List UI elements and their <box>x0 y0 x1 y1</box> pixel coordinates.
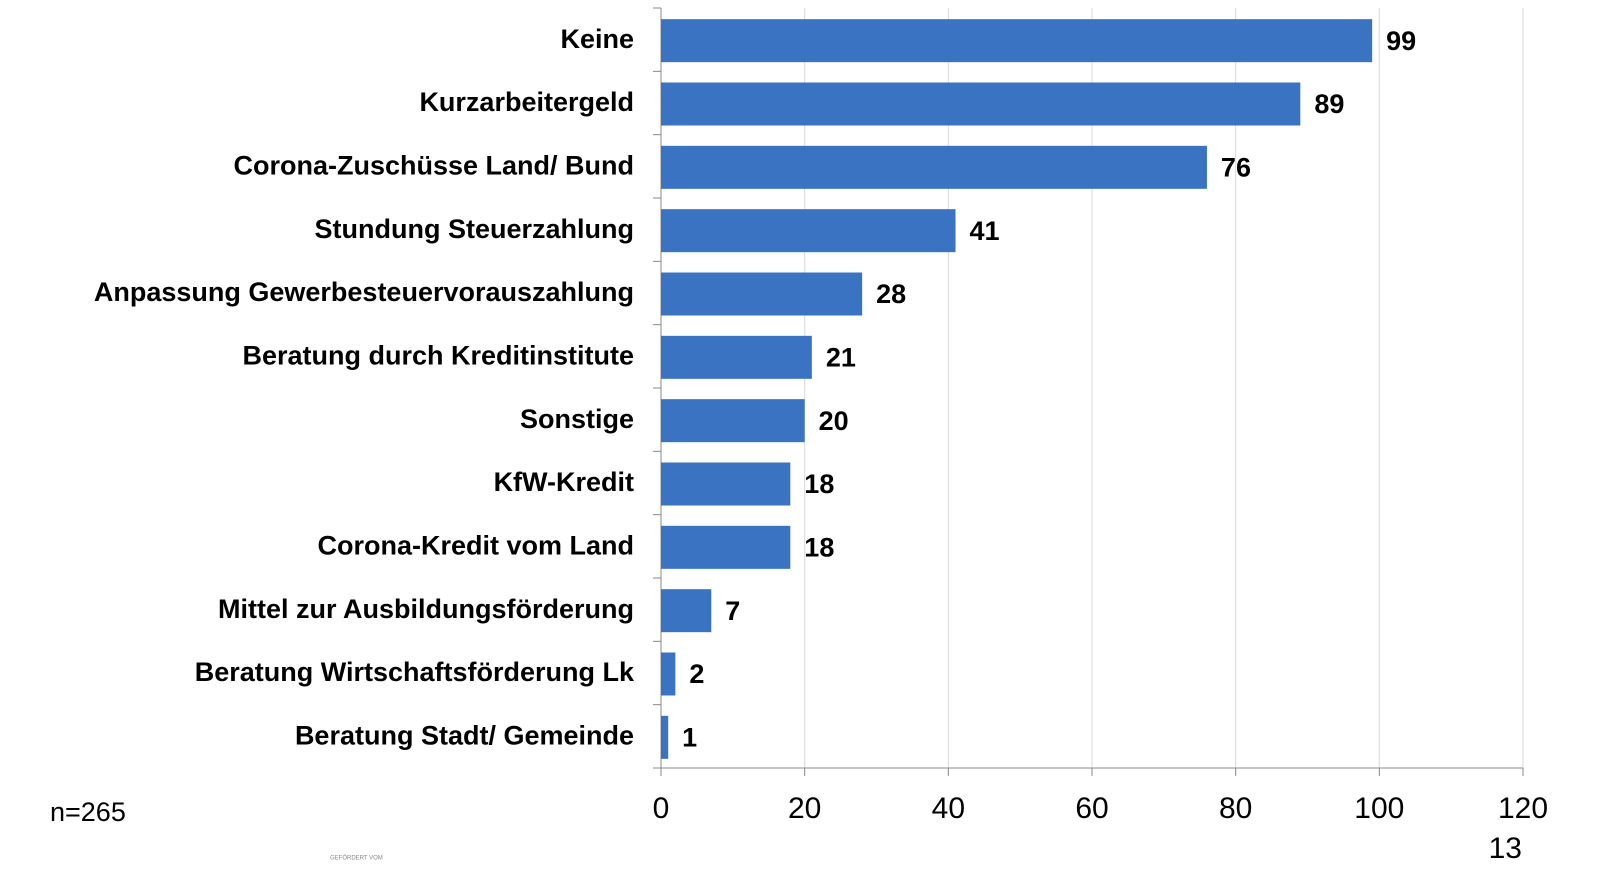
value-label: 76 <box>1221 152 1251 182</box>
x-tick-label: 40 <box>932 792 965 825</box>
sample-note: n=265 <box>50 797 126 827</box>
value-label: 18 <box>804 469 834 499</box>
bar <box>661 209 956 253</box>
value-label: 28 <box>876 279 906 309</box>
value-label: 2 <box>689 659 704 689</box>
value-label: 7 <box>725 596 740 626</box>
bar <box>661 145 1207 189</box>
bar <box>661 272 863 316</box>
bar <box>661 82 1301 126</box>
x-tick-label: 80 <box>1219 792 1252 825</box>
value-label: 41 <box>970 216 1000 246</box>
value-label: 18 <box>804 532 834 562</box>
bar <box>661 589 712 633</box>
x-tick-label: 0 <box>653 792 670 825</box>
category-label: Anpassung Gewerbesteuervorauszahlung <box>94 277 634 307</box>
category-label: KfW-Kredit <box>494 467 634 497</box>
category-label: Mittel zur Ausbildungsförderung <box>218 594 634 624</box>
category-label: Sonstige <box>520 404 634 434</box>
x-tick-label: 20 <box>788 792 821 825</box>
bar <box>661 19 1373 63</box>
value-label: 20 <box>819 406 849 436</box>
page-number: 13 <box>1489 832 1522 865</box>
category-label: Kurzarbeitergeld <box>419 87 634 117</box>
value-label: 21 <box>826 342 856 372</box>
category-label: Beratung Wirtschaftsförderung Lk <box>195 657 635 687</box>
bar <box>661 462 791 506</box>
category-label: Stundung Steuerzahlung <box>315 214 634 244</box>
value-label: 99 <box>1386 26 1416 56</box>
x-tick-label: 120 <box>1498 792 1548 825</box>
x-tick-label: 100 <box>1354 792 1404 825</box>
x-tick-label: 60 <box>1075 792 1108 825</box>
category-label: Beratung durch Kreditinstitute <box>242 340 634 370</box>
bar <box>661 525 791 569</box>
category-label: Keine <box>560 24 634 54</box>
bar <box>661 399 805 443</box>
category-label: Beratung Stadt/ Gemeinde <box>295 720 634 750</box>
category-label: Corona-Zuschüsse Land/ Bund <box>233 150 634 180</box>
category-label: Corona-Kredit vom Land <box>317 530 634 560</box>
value-label: 89 <box>1314 89 1344 119</box>
value-label: 1 <box>682 722 697 752</box>
footer-logo-text: GEFÖRDERT VOM <box>330 855 383 862</box>
bar <box>661 335 812 379</box>
bar <box>661 652 676 696</box>
bar <box>661 715 669 759</box>
